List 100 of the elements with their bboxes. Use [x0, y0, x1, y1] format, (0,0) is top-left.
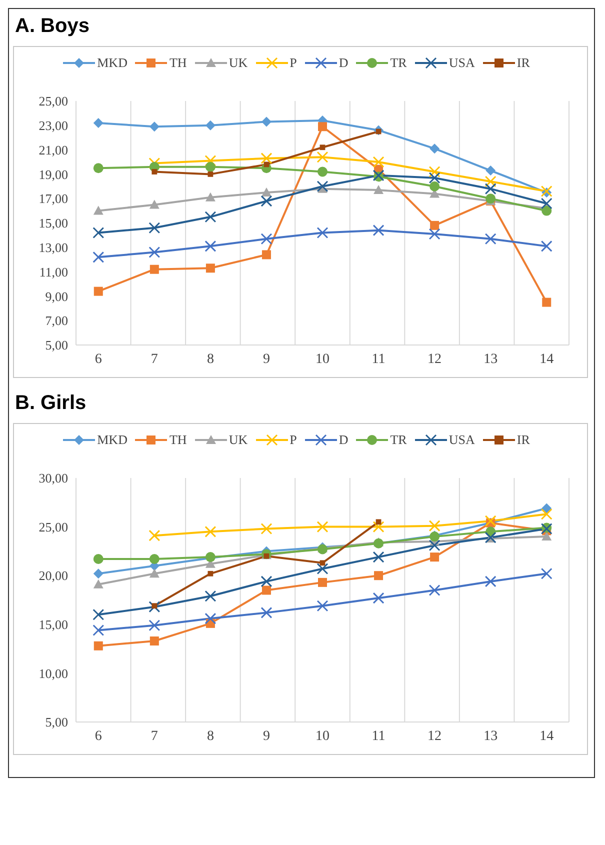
x-tick-label: 6: [94, 352, 102, 367]
point: [430, 181, 440, 192]
point: [372, 521, 384, 533]
legend-label: TR: [390, 432, 407, 448]
point: [92, 608, 104, 620]
y-tick-label: 15,00: [38, 617, 68, 632]
point: [150, 636, 159, 646]
y-tick-label: 11,00: [39, 264, 68, 280]
y-tick-label: 10,00: [38, 666, 68, 681]
point: [94, 641, 103, 650]
point: [204, 211, 216, 223]
point: [262, 586, 271, 595]
point: [93, 568, 104, 579]
x-tick-label: 10: [316, 352, 330, 367]
point: [204, 240, 216, 252]
point: [260, 152, 272, 164]
point: [486, 166, 496, 176]
x-tick-label: 12: [428, 352, 442, 367]
point: [206, 264, 215, 273]
legend-label: D: [338, 432, 348, 448]
y-tick-label: 9,00: [45, 288, 68, 304]
point: [428, 540, 440, 552]
legend-label: USA: [448, 55, 475, 71]
point: [205, 192, 216, 202]
point: [484, 515, 496, 527]
x-tick-label: 11: [372, 728, 386, 744]
legend-label: P: [290, 432, 297, 448]
y-tick-label: 21,00: [38, 142, 68, 158]
point: [430, 220, 440, 230]
point: [152, 603, 158, 609]
x-tick-label: 7: [150, 728, 158, 744]
point: [149, 568, 160, 578]
y-tick-label: 5,00: [45, 338, 68, 353]
legend-label: UK: [228, 432, 248, 448]
legend-label: MKD: [97, 432, 128, 448]
point: [540, 240, 552, 252]
y-tick-label: 15,00: [38, 216, 68, 231]
point: [316, 151, 328, 163]
point: [540, 198, 552, 210]
point: [94, 286, 103, 296]
point: [484, 576, 496, 588]
point: [92, 624, 104, 636]
legend-label: MKD: [97, 55, 128, 71]
y-tick-label: 25,00: [38, 94, 68, 109]
point: [316, 563, 328, 575]
point: [372, 551, 384, 563]
point: [372, 592, 384, 604]
y-tick-label: 23,00: [38, 118, 68, 134]
x-tick-label: 9: [262, 728, 270, 744]
point: [540, 508, 552, 520]
x-tick-label: 8: [206, 728, 214, 744]
point: [428, 166, 440, 178]
y-tick-label: 17,00: [38, 191, 68, 206]
point: [148, 530, 160, 542]
legend-label: UK: [228, 55, 248, 71]
x-tick-label: 14: [540, 352, 554, 367]
chart-title: B. Girls: [15, 392, 88, 415]
point: [374, 571, 384, 580]
point: [205, 162, 216, 172]
x-tick-label: 13: [484, 728, 498, 744]
x-tick-label: 10: [316, 728, 330, 744]
point: [92, 251, 104, 263]
point: [374, 185, 384, 194]
point: [204, 526, 216, 538]
x-tick-label: 8: [206, 352, 214, 367]
point: [260, 523, 272, 534]
legend-label: P: [290, 55, 297, 71]
point: [148, 620, 160, 632]
point: [428, 228, 440, 240]
point: [320, 144, 326, 150]
point: [149, 122, 160, 132]
x-tick-label: 6: [94, 728, 102, 744]
point: [148, 222, 160, 234]
point: [93, 163, 104, 174]
point: [208, 570, 214, 576]
point: [318, 122, 327, 132]
legend-label: TR: [390, 55, 407, 71]
legend-label: TH: [169, 432, 187, 448]
y-tick-label: 13,00: [38, 240, 68, 256]
point: [428, 172, 440, 184]
point: [204, 155, 216, 167]
point: [428, 520, 440, 532]
point: [93, 118, 104, 128]
x-tick-label: 14: [540, 728, 554, 744]
x-tick-label: 9: [262, 352, 270, 367]
point: [93, 206, 104, 215]
point: [542, 503, 552, 514]
point: [318, 166, 328, 177]
point: [430, 144, 440, 154]
x-tick-label: 13: [484, 352, 498, 367]
point: [204, 590, 216, 602]
x-tick-label: 12: [428, 728, 442, 744]
point: [542, 298, 552, 307]
point: [260, 576, 272, 588]
y-tick-label: 30,00: [38, 470, 68, 486]
point: [149, 554, 160, 564]
point: [152, 169, 158, 174]
point: [93, 554, 104, 564]
point: [316, 600, 328, 612]
chart-title: A. Boys: [15, 15, 90, 38]
